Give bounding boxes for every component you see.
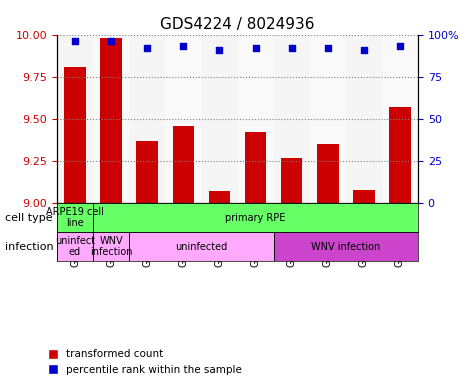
Bar: [274, 232, 418, 261]
Point: [107, 38, 115, 45]
Bar: [274, 35, 310, 203]
Bar: [245, 132, 266, 203]
Point: [396, 43, 404, 50]
Bar: [310, 35, 346, 203]
Bar: [93, 232, 129, 261]
Bar: [57, 203, 93, 232]
Bar: [64, 66, 86, 203]
Point: [324, 45, 332, 51]
Bar: [382, 35, 418, 203]
Point: [71, 38, 79, 45]
Point: [180, 43, 187, 50]
Bar: [238, 35, 274, 203]
Bar: [165, 35, 201, 203]
Bar: [57, 232, 93, 261]
Point: [216, 47, 223, 53]
Text: WNV infection: WNV infection: [311, 242, 380, 252]
Text: ARPE19 cell
line: ARPE19 cell line: [46, 207, 104, 228]
Text: WNV
infection: WNV infection: [90, 236, 133, 257]
Text: uninfect
ed: uninfect ed: [55, 236, 95, 257]
Bar: [209, 191, 230, 203]
Title: GDS4224 / 8024936: GDS4224 / 8024936: [160, 17, 315, 32]
Point: [143, 45, 151, 51]
Text: cell type: cell type: [5, 213, 52, 223]
Bar: [129, 35, 165, 203]
Point: [288, 45, 295, 51]
Bar: [136, 141, 158, 203]
Text: primary RPE: primary RPE: [225, 213, 286, 223]
Point: [360, 47, 368, 53]
Bar: [93, 35, 129, 203]
Bar: [281, 158, 303, 203]
Bar: [346, 35, 382, 203]
Legend: : [43, 371, 52, 379]
Bar: [201, 35, 238, 203]
Bar: [353, 190, 375, 203]
Point: [252, 45, 259, 51]
Bar: [317, 144, 339, 203]
Legend: transformed count, percentile rank within the sample: transformed count, percentile rank withi…: [43, 345, 246, 379]
Text: uninfected: uninfected: [175, 242, 228, 252]
Bar: [389, 107, 411, 203]
Bar: [129, 232, 274, 261]
Bar: [172, 126, 194, 203]
Bar: [100, 38, 122, 203]
Bar: [57, 35, 93, 203]
Text: infection: infection: [5, 242, 53, 252]
